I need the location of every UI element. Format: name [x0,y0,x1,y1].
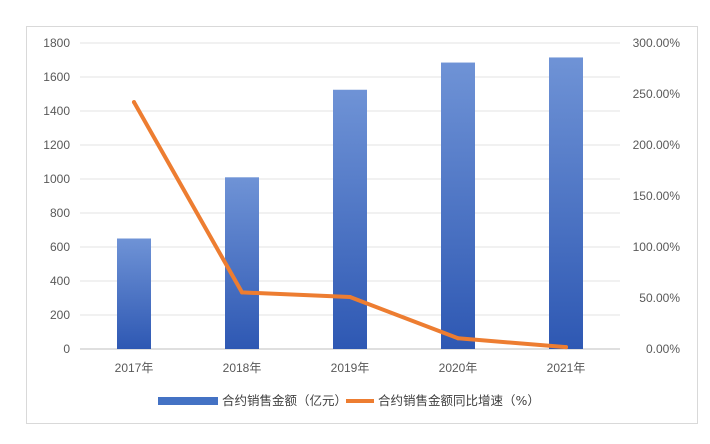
bar [441,62,475,350]
y-left-tick-label: 1800 [43,36,70,50]
x-tick-label: 2017年 [115,361,154,375]
x-tick-label: 2019年 [331,361,370,375]
y-left-tick-label: 400 [50,274,70,288]
bar [549,57,583,349]
y-right-tick-label: 250.00% [633,87,681,101]
y-right-tick-label: 50.00% [639,291,680,305]
y-left-tick-label: 1400 [43,104,70,118]
line-point [348,294,352,299]
bar [333,89,367,349]
y-left-tick-label: 1200 [43,138,70,152]
left-axis-tick-labels: 0 200 400 600 800 1000 1200 1400 1600 1800 [43,36,70,356]
bar [225,177,259,349]
line-series [132,100,568,350]
x-tick-label: 2020年 [439,361,478,375]
y-right-tick-label: 300.00% [633,36,681,50]
line-point [456,336,460,341]
bar [117,238,151,349]
y-left-tick-label: 1600 [43,70,70,84]
x-tick-label: 2021年 [547,361,586,375]
y-left-tick-label: 600 [50,240,70,254]
bar-series [117,57,583,350]
y-right-tick-label: 0.00% [646,342,680,356]
y-right-tick-label: 150.00% [633,189,681,203]
x-tick-label: 2018年 [223,361,262,375]
y-left-tick-label: 0 [63,342,70,356]
y-right-tick-label: 200.00% [633,138,681,152]
line-point [132,100,136,105]
gridlines [80,42,620,350]
y-left-tick-label: 1000 [43,172,70,186]
legend-line-label: 合约销售金额同比增速（%） [378,393,540,408]
line-point [240,290,244,295]
right-axis-tick-labels: 0.00% 50.00% 100.00% 150.00% 200.00% 250.00% 3… [633,36,681,356]
y-left-tick-label: 800 [50,206,70,220]
legend-bar-swatch [158,397,218,405]
line-point [564,345,568,350]
legend-bar-label: 合约销售金额（亿元） [222,393,347,408]
x-axis-tick-labels: 2017年 2018年 2019年 2020年 2021年 [115,361,586,375]
legend: 合约销售金额（亿元） 合约销售金额同比增速（%） [158,393,540,408]
y-left-tick-label: 200 [50,308,70,322]
y-right-tick-label: 100.00% [633,240,681,254]
